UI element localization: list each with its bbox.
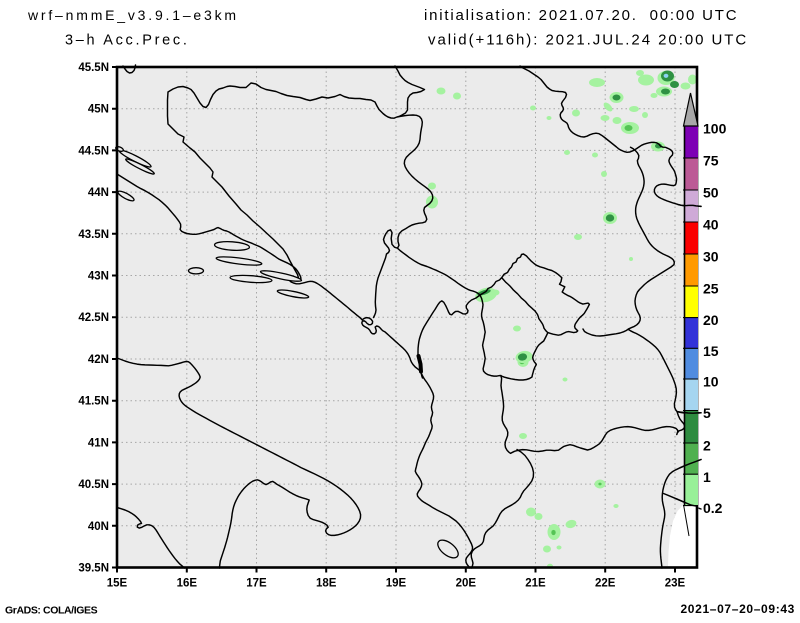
svg-text:initialisation: 2021.07.20. 0: initialisation: 2021.07.20. 00:00 UTC <box>424 7 738 24</box>
svg-text:40.5N: 40.5N <box>78 479 109 491</box>
svg-text:44.5N: 44.5N <box>78 145 109 157</box>
svg-text:23E: 23E <box>665 578 686 590</box>
svg-text:10: 10 <box>703 374 719 390</box>
svg-text:18E: 18E <box>316 578 337 590</box>
svg-text:20E: 20E <box>456 578 477 590</box>
svg-text:21E: 21E <box>525 578 546 590</box>
svg-text:16E: 16E <box>177 578 198 590</box>
svg-text:17E: 17E <box>246 578 267 590</box>
svg-text:GrADS: COLA/IGES: GrADS: COLA/IGES <box>5 605 98 617</box>
svg-text:41N: 41N <box>88 437 109 449</box>
svg-text:3–h Acc.Prec.: 3–h Acc.Prec. <box>65 32 190 48</box>
svg-text:15E: 15E <box>107 578 128 590</box>
svg-text:2: 2 <box>703 438 711 454</box>
svg-text:45.5N: 45.5N <box>78 62 109 74</box>
svg-text:42.5N: 42.5N <box>78 312 109 324</box>
svg-text:15: 15 <box>703 343 719 359</box>
svg-text:41.5N: 41.5N <box>78 396 109 408</box>
svg-text:75: 75 <box>703 153 719 169</box>
svg-text:2021–07–20–09:43: 2021–07–20–09:43 <box>680 602 795 616</box>
svg-text:5: 5 <box>703 405 711 421</box>
svg-text:19E: 19E <box>386 578 407 590</box>
svg-text:0.2: 0.2 <box>703 500 723 516</box>
svg-text:25: 25 <box>703 281 719 297</box>
svg-text:1: 1 <box>703 469 711 485</box>
svg-text:50: 50 <box>703 185 719 201</box>
svg-text:43.5N: 43.5N <box>78 229 109 241</box>
svg-text:100: 100 <box>703 121 727 137</box>
svg-text:30: 30 <box>703 249 719 265</box>
svg-text:44N: 44N <box>88 187 109 199</box>
svg-text:40N: 40N <box>88 521 109 533</box>
svg-text:22E: 22E <box>595 578 616 590</box>
svg-text:43N: 43N <box>88 271 109 283</box>
svg-text:42N: 42N <box>88 354 109 366</box>
svg-text:45N: 45N <box>88 104 109 116</box>
svg-text:wrf–nmmE_v3.9.1–e3km: wrf–nmmE_v3.9.1–e3km <box>27 7 239 23</box>
svg-text:20: 20 <box>703 312 719 328</box>
svg-text:valid(+116h): 2021.JUL.24 20:0: valid(+116h): 2021.JUL.24 20:00 UTC <box>428 32 748 49</box>
svg-text:40: 40 <box>703 217 719 233</box>
svg-text:39.5N: 39.5N <box>78 563 109 575</box>
